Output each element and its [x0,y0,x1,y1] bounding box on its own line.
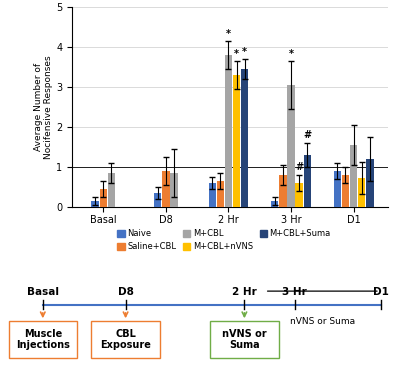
Text: Basal: Basal [27,287,59,297]
FancyBboxPatch shape [91,321,160,358]
FancyBboxPatch shape [8,321,77,358]
Text: Muscle
Injections: Muscle Injections [16,329,70,350]
Text: *: * [242,47,247,57]
Bar [100,189,107,207]
Text: #: # [295,162,303,172]
Bar [233,75,240,207]
Bar [92,201,99,207]
Bar [350,145,357,207]
Text: 2 Hr: 2 Hr [232,287,257,297]
Bar [334,171,341,207]
Bar [241,69,248,207]
Text: *: * [234,48,239,58]
Bar [208,183,216,207]
Bar [154,193,161,207]
Legend: Naive, Saline+CBL, M+CBL, M+CBL+nVNS, M+CBL+Suma: Naive, Saline+CBL, M+CBL, M+CBL+nVNS, M+… [114,226,334,255]
Bar [366,159,374,207]
Text: *: * [226,28,231,38]
Text: nVNS or Suma: nVNS or Suma [290,317,355,326]
Bar [342,175,349,207]
Text: 3 Hr: 3 Hr [282,287,307,297]
Bar [108,173,115,207]
Bar [217,181,224,207]
Y-axis label: Average Number of
Nocifensive Responses: Average Number of Nocifensive Responses [34,56,53,159]
Text: nVNS or
Suma: nVNS or Suma [222,329,267,350]
Text: *: * [288,48,294,58]
Bar [296,183,303,207]
Text: D8: D8 [118,287,134,297]
Bar [170,173,178,207]
Bar [162,171,170,207]
FancyBboxPatch shape [210,321,279,358]
Bar [304,155,311,207]
Bar [279,175,286,207]
Bar [358,178,365,207]
Text: D1: D1 [373,287,389,297]
Text: #: # [303,131,311,141]
Bar [225,56,232,207]
Bar [271,201,278,207]
Text: CBL
Exposure: CBL Exposure [100,329,151,350]
Bar [287,85,295,207]
